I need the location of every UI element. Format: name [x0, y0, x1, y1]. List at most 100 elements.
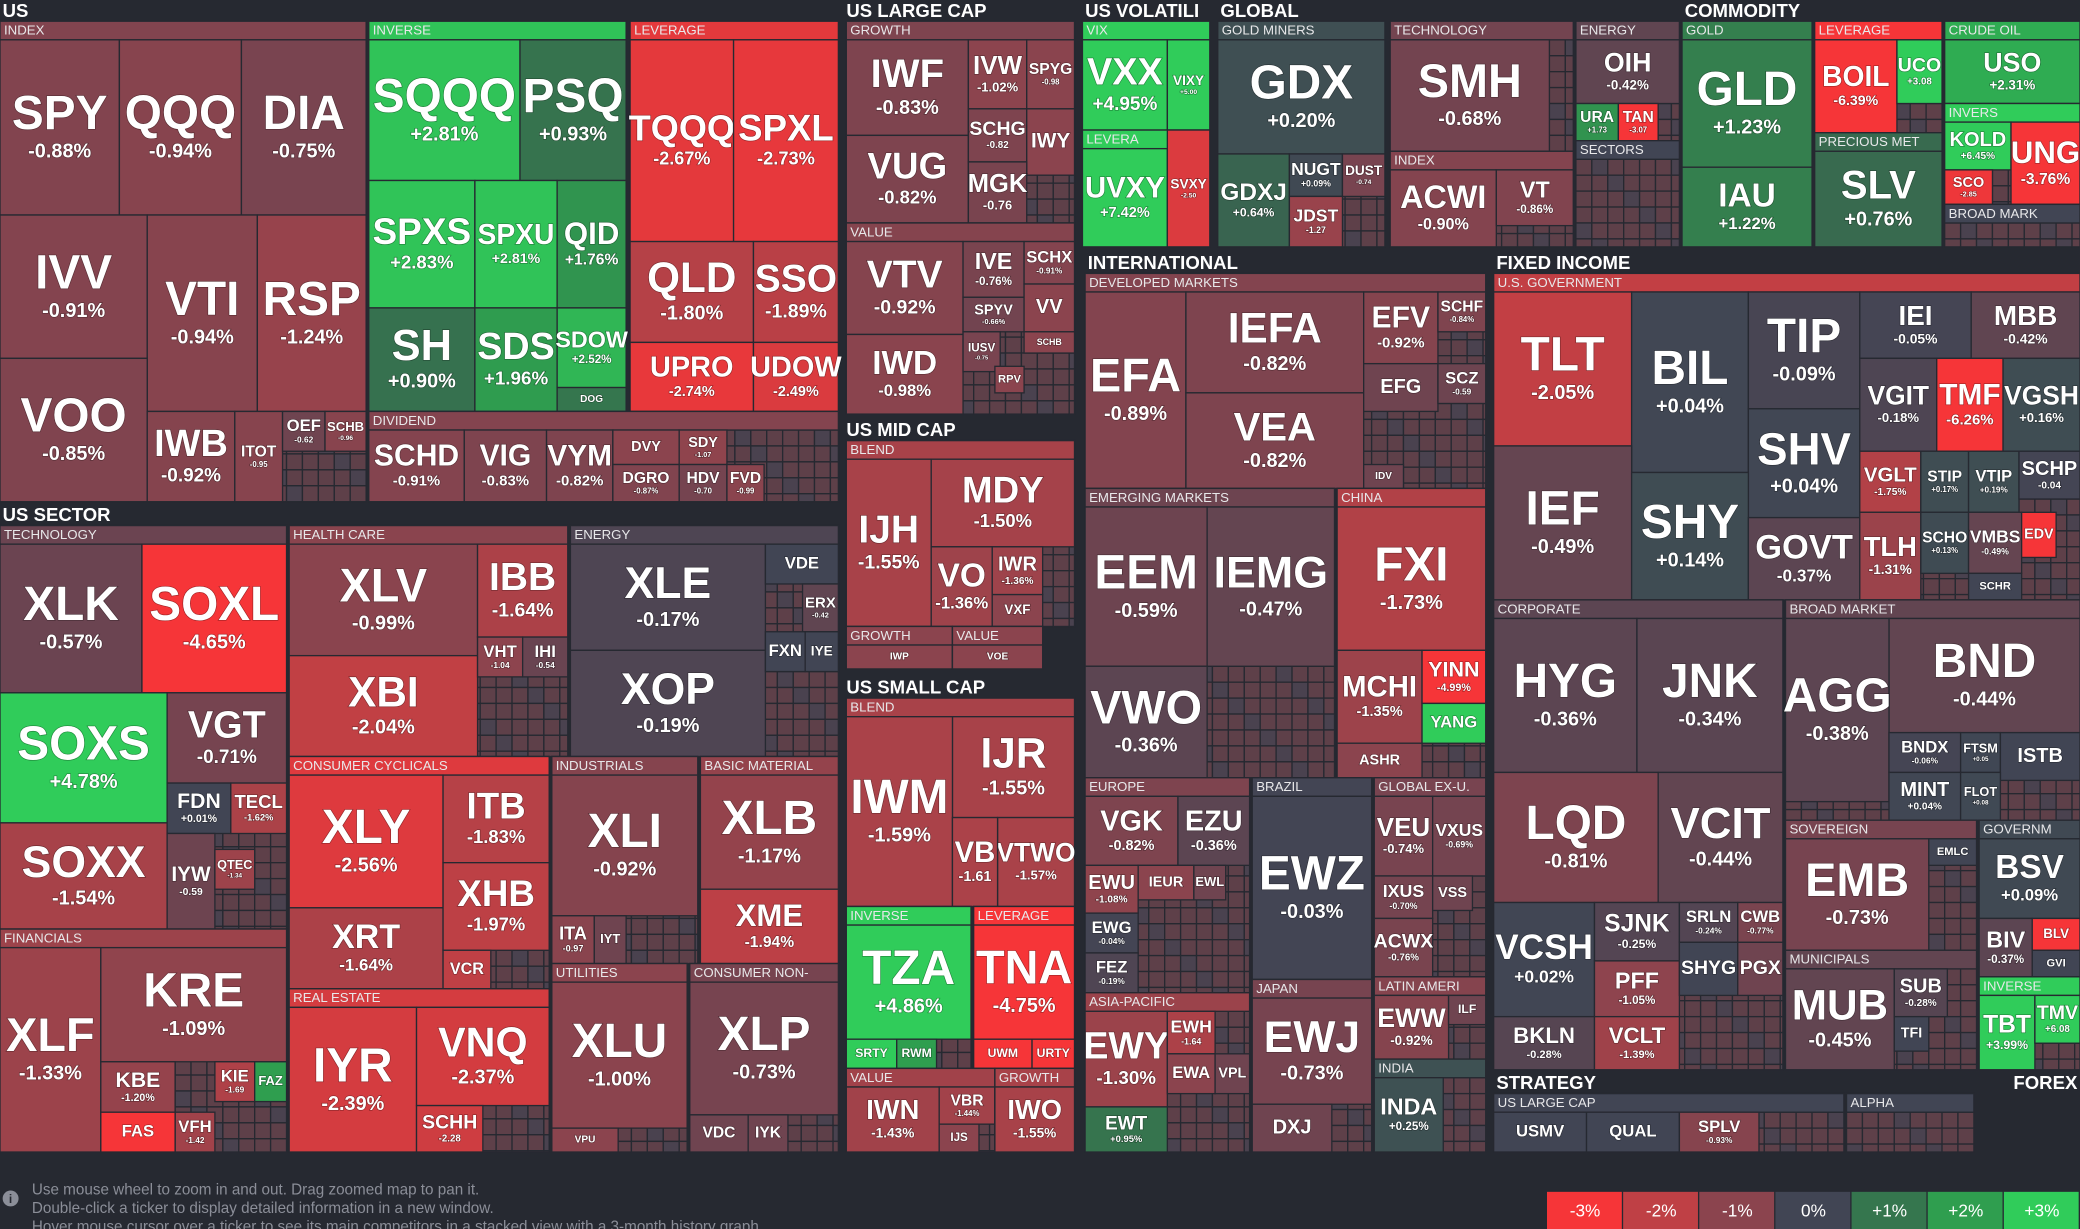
filler-tile — [1068, 400, 1076, 415]
ticker-symbol: SOXS — [17, 717, 150, 770]
filler-tile — [781, 461, 800, 479]
ticker-change: -2.73% — [757, 148, 815, 169]
ticker-symbol: VO — [938, 557, 986, 594]
filler-tile — [824, 750, 840, 758]
ticker-symbol: MGK — [968, 170, 1028, 198]
ticker-change: -0.70 — [694, 486, 712, 495]
ticker-change: -0.82% — [556, 473, 603, 490]
ticker-symbol: SPXL — [738, 107, 834, 148]
ticker-change: -2.04% — [352, 717, 415, 739]
ticker-symbol: IWM — [850, 771, 948, 824]
filler-tile — [301, 453, 320, 471]
group-label: UTILITIES — [556, 965, 618, 980]
filler-tile — [543, 702, 561, 721]
ticker-symbol: TZA — [862, 942, 955, 995]
filler-tile — [797, 461, 816, 479]
filler-tile — [1068, 617, 1076, 628]
ticker-change: -0.85% — [42, 443, 105, 465]
group-label: CONSUMER CYCLICALS — [293, 758, 448, 773]
ticker-change: -0.99% — [352, 613, 415, 635]
filler-tile — [254, 893, 272, 912]
ticker-symbol: SVXY — [1170, 176, 1206, 191]
filler-tile — [1052, 182, 1070, 200]
filler-tile — [630, 933, 649, 951]
ticker-symbol: VGT — [188, 705, 266, 747]
filler-tile — [792, 670, 810, 689]
group-label: LEVERAGE — [978, 908, 1050, 923]
ticker-symbol: SCHB — [1037, 337, 1062, 347]
filler-tile — [495, 702, 513, 721]
ticker-symbol: VIXY — [1173, 73, 1204, 88]
ticker-symbol: XLV — [340, 559, 428, 611]
filler-tile — [824, 686, 840, 705]
filler-tile — [797, 429, 816, 447]
group-label: CONSUMER NON- — [694, 965, 809, 980]
section-title: US — [3, 0, 29, 21]
filler-tile — [646, 933, 664, 951]
ticker-symbol: RSP — [263, 273, 361, 326]
filler-tile — [792, 734, 810, 752]
filler-tile — [285, 469, 304, 487]
ticker-symbol: IVW — [973, 50, 1023, 80]
filler-tile — [694, 917, 699, 936]
filler-tile — [1068, 198, 1076, 216]
ticker-symbol: IUSV — [968, 342, 995, 355]
ticker-change: -1.07 — [695, 450, 712, 459]
filler-tile — [678, 917, 696, 936]
filler-tile — [527, 949, 545, 967]
filler-tile — [511, 1118, 529, 1136]
group-label: INVERSE — [373, 23, 431, 38]
ticker-symbol: XLI — [588, 805, 662, 858]
filler-tile — [1068, 554, 1076, 572]
filler-tile — [479, 702, 497, 721]
ticker-change: -0.92% — [874, 297, 936, 319]
ticker-change: -1.64% — [339, 956, 393, 975]
filler-tile — [1036, 182, 1054, 200]
ticker-symbol: QLD — [647, 254, 736, 301]
filler-tile — [333, 485, 351, 503]
ticker-symbol: VYM — [547, 440, 612, 473]
filler-tile — [238, 1122, 256, 1140]
ticker-symbol: IJH — [858, 508, 919, 551]
filler-tile — [333, 453, 351, 471]
filler-tile — [1068, 214, 1076, 224]
filler-tile — [1068, 352, 1076, 370]
filler-tile — [646, 1140, 664, 1153]
filler-tile — [630, 949, 649, 965]
filler-tile — [285, 453, 304, 471]
filler-tile — [349, 469, 367, 487]
ticker-change: -0.92% — [161, 465, 221, 486]
ticker-change: -0.76 — [983, 197, 1012, 212]
ticker-change: -2.37% — [451, 1066, 514, 1088]
ticker-change: -1.17% — [738, 845, 801, 867]
filler-tile — [808, 670, 826, 689]
filler-tile — [479, 718, 497, 736]
ticker-symbol: SH — [392, 322, 452, 370]
ticker-change: -0.99 — [737, 486, 755, 495]
ticker-symbol: VUG — [868, 146, 948, 187]
filler-tile — [776, 591, 794, 609]
filler-tile — [495, 686, 513, 705]
ticker-change: -0.95 — [250, 460, 268, 469]
group-label: LEVERAGE — [634, 23, 706, 38]
ticker-symbol: IJR — [981, 729, 1047, 776]
filler-tile — [543, 965, 550, 983]
filler-tile — [1052, 585, 1070, 604]
ticker-symbol: QQQ — [125, 87, 236, 140]
filler-tile — [527, 734, 545, 752]
ticker-change: -0.71% — [197, 747, 257, 768]
ticker-change: -0.94% — [149, 141, 212, 163]
ticker-change: -0.98 — [1042, 78, 1060, 87]
ticker-change: -0.94% — [171, 326, 234, 348]
filler-tile — [1036, 198, 1054, 216]
ticker-symbol: XOP — [621, 665, 715, 714]
filler-tile — [495, 750, 513, 758]
ticker-symbol: SCHH — [422, 1112, 477, 1134]
ticker-symbol: SQQQ — [373, 70, 516, 123]
ticker-symbol: VOE — [987, 652, 1009, 663]
ticker-symbol: IWO — [1007, 1094, 1062, 1125]
filler-tile — [1052, 368, 1070, 386]
filler-tile — [527, 981, 545, 990]
filler-tile — [527, 750, 545, 758]
filler-tile — [813, 493, 832, 503]
